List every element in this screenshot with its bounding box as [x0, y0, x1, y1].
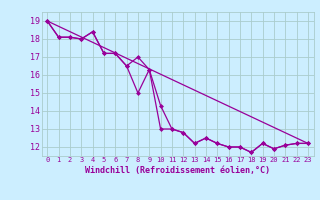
X-axis label: Windchill (Refroidissement éolien,°C): Windchill (Refroidissement éolien,°C) [85, 166, 270, 175]
